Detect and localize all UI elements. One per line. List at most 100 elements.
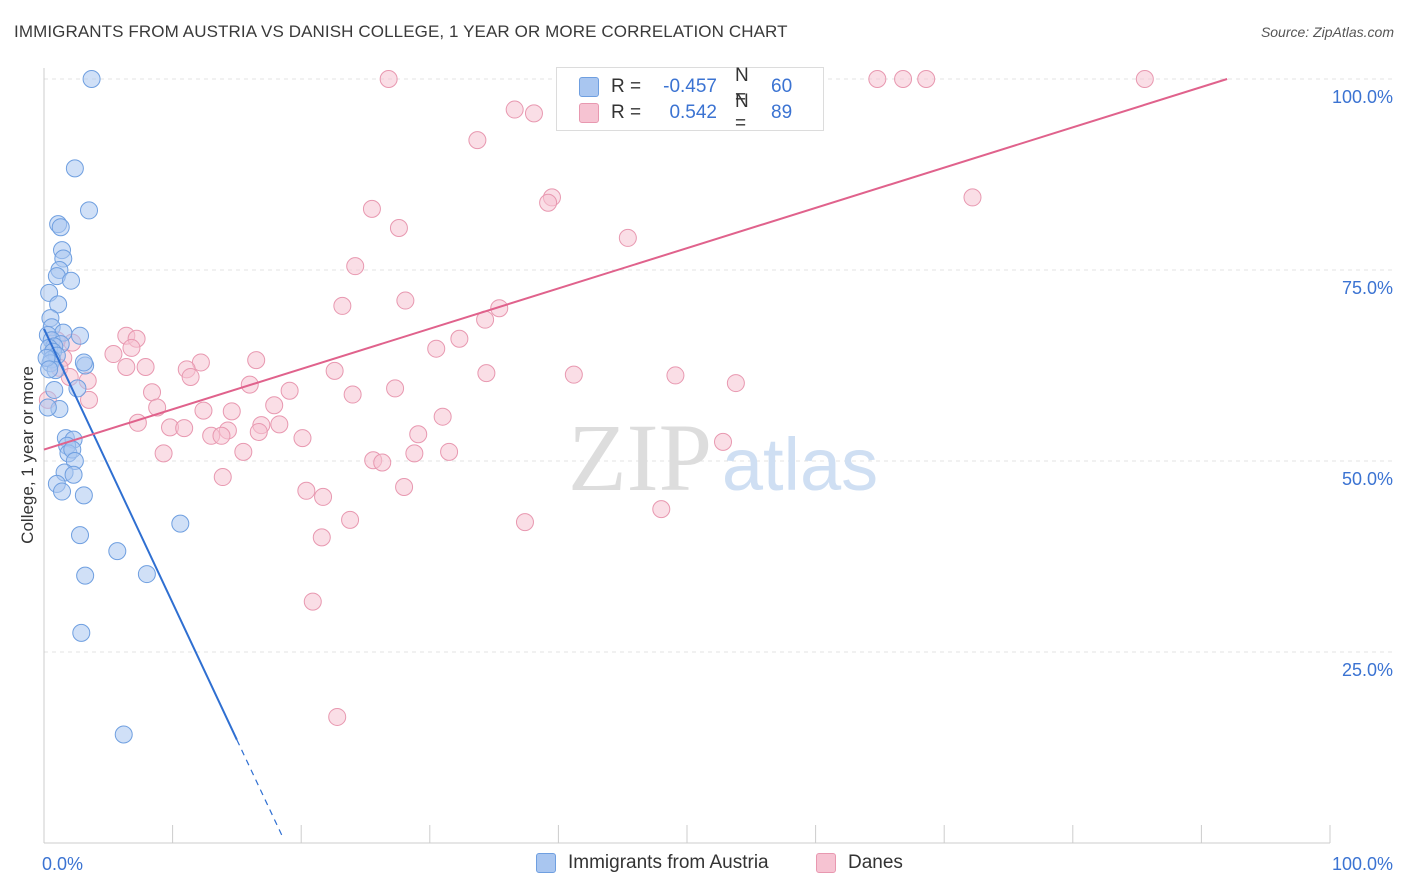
legend-row-danes: R = 0.542 N = 89: [579, 91, 793, 134]
legend-item-danes: Danes: [816, 852, 903, 874]
austria-point: [71, 526, 90, 545]
danes-point: [468, 131, 487, 150]
austria-point: [51, 218, 70, 237]
danes-point: [175, 419, 194, 438]
danes-point: [303, 592, 322, 611]
legend-n-value: 60: [771, 76, 793, 97]
austria-point: [38, 398, 57, 417]
legend-n-label: N =: [735, 65, 749, 108]
y-axis-label: College, 1 year or more: [18, 366, 37, 544]
danes-point: [143, 383, 162, 402]
legend-row-austria: R = -0.457 N = 60: [579, 65, 793, 108]
danes-point: [395, 477, 414, 496]
danes-point: [80, 390, 99, 409]
danes-point: [524, 104, 543, 123]
legend-swatch-blue: [579, 77, 599, 97]
austria-point: [137, 565, 156, 584]
legend-item-austria: Immigrants from Austria: [536, 852, 769, 874]
danes-point: [386, 379, 405, 398]
austria-point: [45, 380, 64, 399]
danes-point: [265, 396, 284, 415]
legend-n-label: N =: [735, 91, 749, 134]
danes-point: [427, 339, 446, 358]
legend-r-label: R =: [611, 102, 642, 123]
danes-point: [564, 365, 583, 384]
danes-point: [136, 358, 155, 377]
danes-point: [477, 364, 496, 383]
danes-point: [249, 422, 268, 441]
danes-point: [666, 366, 685, 385]
danes-point: [343, 385, 362, 404]
y-tick-label: 50.0%: [1342, 469, 1393, 489]
austria-point: [74, 486, 93, 505]
austria-point: [108, 542, 127, 561]
watermark: ZIP atlas: [568, 404, 878, 511]
legend-swatch-austria: [536, 853, 556, 873]
austria-point: [62, 271, 81, 290]
danes-point: [247, 351, 266, 370]
danes-point: [379, 70, 398, 88]
danes-point: [194, 401, 213, 420]
austria-point: [40, 360, 59, 379]
danes-point: [234, 442, 253, 461]
danes-point: [122, 338, 141, 357]
austria-point: [171, 514, 190, 533]
austria-point: [82, 70, 101, 88]
watermark-zip: ZIP: [568, 404, 712, 511]
danes-point: [325, 361, 344, 380]
danes-point: [314, 487, 333, 506]
legend-r-value: 0.542: [669, 102, 717, 123]
austria-point: [114, 725, 133, 744]
austria-point: [53, 482, 72, 501]
danes-point: [450, 329, 469, 348]
y-tick-label: 75.0%: [1342, 278, 1393, 298]
austria-point: [49, 295, 68, 314]
danes-point: [312, 528, 331, 547]
correlation-legend: R = -0.457 N = 60 R = 0.542 N = 89: [556, 65, 824, 134]
legend-n-value: 89: [771, 102, 793, 123]
austria-trend-line: [43, 328, 238, 741]
trend-lines: [43, 78, 1228, 836]
danes-point: [104, 345, 123, 364]
danes-point: [341, 510, 360, 529]
danes-point: [433, 407, 452, 426]
danes-point: [868, 70, 887, 88]
danes-point: [280, 381, 299, 400]
austria-trend-extension: [236, 739, 283, 836]
danes-point: [362, 199, 381, 218]
tick-labels: 100.0% 75.0% 50.0% 25.0% 0.0% 100.0%: [42, 87, 1393, 874]
danes-point: [293, 429, 312, 448]
x-tick-label: 100.0%: [1332, 854, 1393, 874]
watermark-atlas: atlas: [722, 423, 878, 506]
legend-label-austria: Immigrants from Austria: [568, 852, 769, 873]
y-tick-label: 100.0%: [1332, 87, 1393, 107]
austria-point: [80, 201, 99, 220]
legend-swatch-danes: [816, 853, 836, 873]
danes-point: [373, 453, 392, 472]
danes-point: [297, 481, 316, 500]
danes-point: [333, 296, 352, 315]
legend-r-value: -0.457: [663, 76, 717, 97]
danes-point: [222, 402, 241, 421]
danes-point: [440, 442, 459, 461]
axes: [43, 68, 1331, 844]
danes-point: [652, 500, 671, 519]
legend-swatch-pink: [579, 103, 599, 123]
danes-point: [515, 513, 534, 532]
danes-point: [539, 193, 558, 212]
austria-point: [65, 159, 84, 178]
x-tick-label: 0.0%: [42, 854, 83, 874]
source-label: Source: ZipAtlas.com: [1260, 24, 1394, 40]
danes-point: [117, 358, 136, 377]
danes-trend-line: [43, 78, 1228, 451]
danes-point: [212, 426, 231, 445]
austria-point: [71, 326, 90, 345]
danes-point: [714, 432, 733, 451]
legend-r-label: R =: [611, 76, 642, 97]
legend-label-danes: Danes: [848, 852, 903, 873]
chart-title: IMMIGRANTS FROM AUSTRIA VS DANISH COLLEG…: [14, 22, 788, 41]
danes-point: [389, 218, 408, 237]
danes-point: [328, 707, 347, 726]
danes-point: [405, 444, 424, 463]
